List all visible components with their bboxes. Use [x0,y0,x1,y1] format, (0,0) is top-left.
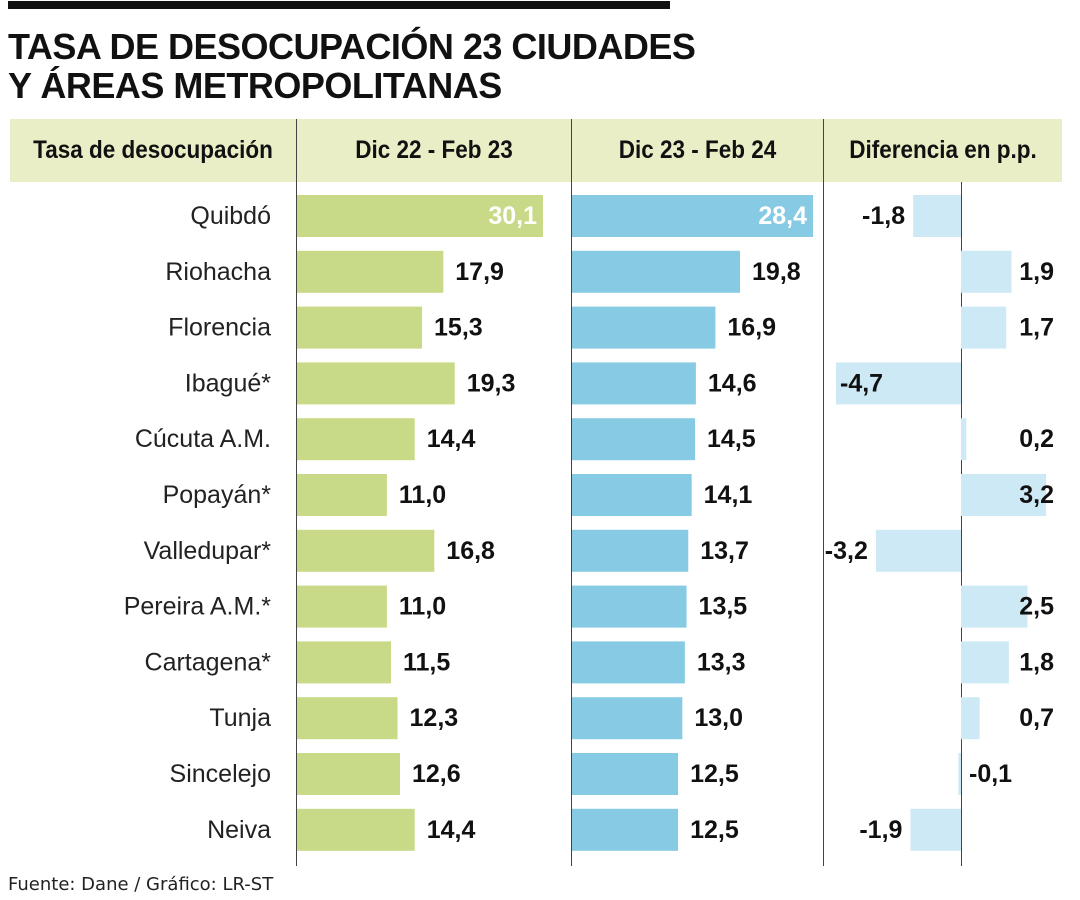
data-label-difference: -1,9 [859,816,902,844]
city-label: Quibdó [190,202,271,230]
data-label-difference: 1,9 [1019,258,1054,286]
bar-series-1 [297,418,415,461]
header-series-1: Dic 22 - Feb 23 [355,136,513,164]
chart-title-line-2: Y ÁREAS METROPOLITANAS [8,65,502,106]
data-label-difference: -4,7 [840,369,883,397]
bar-difference [961,697,980,740]
bar-series-2 [572,362,696,405]
column-divider-3 [823,119,824,866]
bar-difference [913,195,961,237]
data-label-series-1: 12,6 [412,760,461,788]
title-rule [8,1,670,9]
column-divider-2 [571,119,572,866]
data-label-difference: -1,8 [862,202,905,230]
bar-difference [958,753,961,795]
data-label-series-1: 11,0 [399,593,446,621]
chart-title-line-1: TASA DE DESOCUPACIÓN 23 CIUDADES [8,26,696,67]
column-divider-1 [296,119,297,866]
data-label-series-2: 12,5 [690,760,739,788]
data-label-difference: 2,5 [1019,593,1054,621]
bar-difference [961,641,1009,684]
bar-series-1 [297,250,444,293]
data-label-series-1: 12,3 [410,704,459,732]
city-label: Cúcuta A.M. [135,425,271,453]
bar-difference [961,250,1012,293]
data-label-difference: -3,2 [825,537,868,565]
bar-difference [910,808,961,851]
city-label: Florencia [168,314,271,342]
bar-series-2 [572,641,685,684]
bar-series-2 [572,306,716,349]
difference-zero-axis [961,182,962,866]
data-label-series-1: 11,0 [399,481,446,509]
bar-difference [875,529,961,572]
bar-series-1 [297,195,543,237]
city-label: Pereira A.M.* [124,593,272,621]
city-label: Sincelejo [170,760,271,788]
city-label: Tunja [209,704,271,732]
data-label-difference: 0,7 [1019,704,1054,732]
bar-series-2 [572,697,683,740]
header-series-2: Dic 23 - Feb 24 [618,136,777,164]
bar-series-2 [572,808,679,851]
data-label-difference: 3,2 [1019,481,1054,509]
bar-series-2 [572,474,692,516]
data-label-series-1: 15,3 [434,314,483,342]
data-label-difference: -0,1 [969,760,1012,788]
bar-difference [961,474,1047,516]
city-label: Ibagué* [185,369,271,397]
data-label-series-1: 30,1 [488,202,537,230]
bar-series-1 [297,641,391,684]
data-label-series-2: 14,1 [704,481,753,509]
data-label-series-1: 19,3 [467,369,516,397]
source-note: Fuente: Dane / Gráfico: LR-ST [8,874,274,895]
bar-difference [961,418,967,461]
data-label-series-1: 14,4 [427,425,476,453]
bar-series-2 [572,585,687,628]
city-label: Valledupar* [144,537,272,565]
bar-series-2 [572,418,696,461]
data-label-series-2: 28,4 [758,202,807,230]
data-label-series-2: 13,7 [700,537,749,565]
data-label-series-2: 12,5 [690,816,739,844]
data-label-series-2: 16,9 [727,314,776,342]
bar-difference [961,306,1007,349]
data-label-series-2: 14,6 [708,369,757,397]
city-label: Riohacha [165,258,271,286]
bar-series-1 [297,362,455,405]
bar-series-1 [297,474,387,516]
bar-series-1 [297,306,423,349]
bar-series-2 [572,250,741,293]
data-label-series-2: 13,3 [697,648,746,676]
table-header [10,119,1062,182]
data-label-difference: 1,8 [1019,648,1054,676]
bar-series-1 [297,585,387,628]
data-label-series-1: 14,4 [427,816,476,844]
bar-series-1 [297,529,435,572]
header-difference: Diferencia en p.p. [849,136,1037,164]
data-label-series-2: 14,5 [707,425,756,453]
data-label-series-2: 13,0 [694,704,743,732]
data-label-series-2: 19,8 [752,258,801,286]
data-label-difference: 0,2 [1019,425,1054,453]
data-label-series-2: 13,5 [699,593,748,621]
bar-series-2 [572,195,813,237]
bar-series-2 [572,529,689,572]
bar-difference [836,362,961,405]
header-city-column: Tasa de desocupación [33,136,273,164]
data-label-series-1: 11,5 [403,648,450,676]
bar-series-1 [297,753,400,795]
city-label: Cartagena* [145,648,272,676]
data-label-series-1: 16,8 [446,537,495,565]
city-label: Popayán* [163,481,272,509]
bar-series-2 [572,753,679,795]
data-label-series-1: 17,9 [455,258,504,286]
city-label: Neiva [207,816,271,844]
bar-difference [961,585,1028,628]
bar-series-1 [297,808,415,851]
bar-series-1 [297,697,398,740]
data-label-difference: 1,7 [1019,314,1054,342]
